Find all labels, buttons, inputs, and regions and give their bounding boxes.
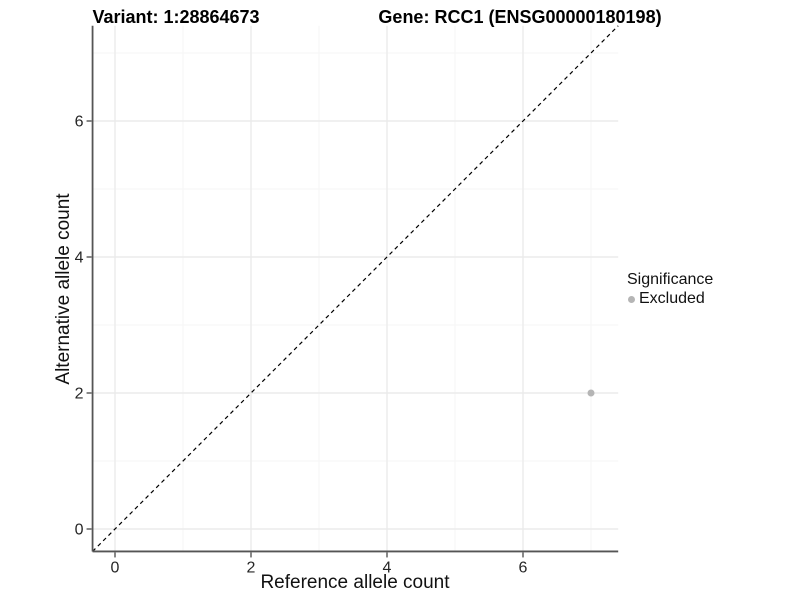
x-tick-label: 0 bbox=[111, 559, 120, 576]
y-tick-label: 4 bbox=[75, 250, 84, 267]
legend: Significance Excluded bbox=[627, 270, 713, 308]
plot-title-variant: Variant: 1:28864673 bbox=[92, 7, 260, 27]
legend-swatch-excluded-icon bbox=[628, 295, 635, 303]
x-tick-label: 6 bbox=[519, 559, 528, 576]
y-tick-label: 0 bbox=[75, 522, 84, 539]
x-axis-title: Reference allele count bbox=[260, 572, 450, 593]
y-tick-label: 6 bbox=[75, 114, 84, 131]
x-tick-label: 2 bbox=[247, 559, 256, 576]
plot-title-gene: Gene: RCC1 (ENSG00000180198) bbox=[378, 7, 662, 27]
identity-reference-line bbox=[92, 25, 619, 552]
legend-title: Significance bbox=[627, 271, 714, 288]
legend-item-label: Excluded bbox=[639, 290, 705, 307]
y-tick-label: 2 bbox=[75, 386, 84, 403]
legend-item-excluded: Excluded bbox=[627, 290, 713, 308]
x-tick-label: 4 bbox=[383, 559, 392, 576]
data-point bbox=[587, 389, 595, 397]
y-axis-title: Alternative allele count bbox=[53, 193, 74, 385]
